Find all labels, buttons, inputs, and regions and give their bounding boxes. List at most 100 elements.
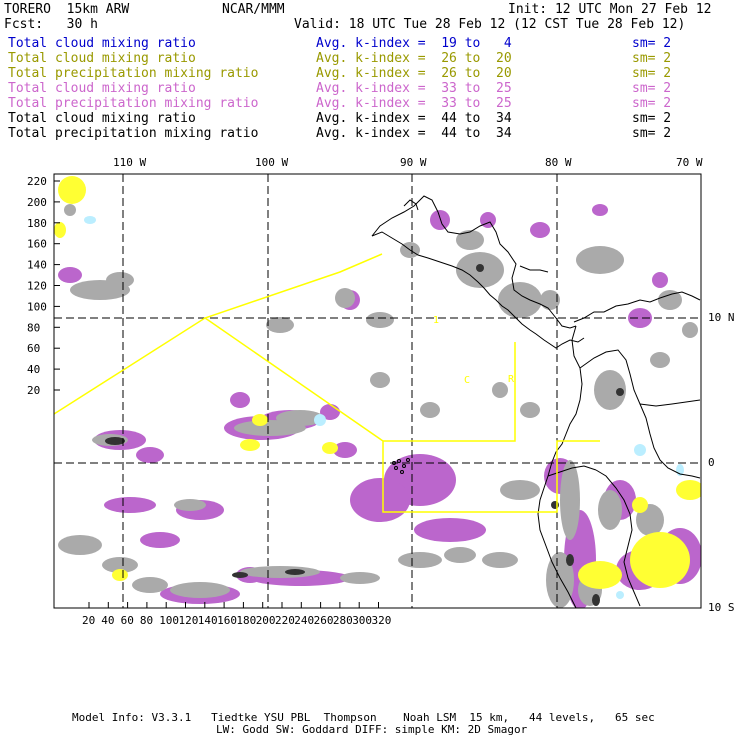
gray-cloud-patch — [64, 204, 76, 216]
yellow-cloud-patch — [58, 176, 86, 204]
gray-cloud-patch — [266, 317, 294, 333]
y-tick-label: 20 — [27, 384, 40, 397]
y-tick-label: 200 — [27, 196, 47, 209]
legend-field: Total precipitation mixing ratio — [8, 66, 259, 81]
purple-cloud-patch — [136, 447, 164, 463]
x-tick-label: 180 — [236, 614, 256, 627]
x-tick-label: 80 — [140, 614, 153, 627]
gray-cloud-patch — [498, 282, 542, 318]
yellow-cloud-patch — [240, 439, 260, 451]
gray-cloud-patch — [500, 480, 540, 500]
x-tick-label: 260 — [314, 614, 334, 627]
x-tick-label: 300 — [352, 614, 372, 627]
purple-cloud-patch — [230, 392, 250, 408]
x-tick-label: 120 — [179, 614, 199, 627]
lon-label: 70 W — [676, 156, 703, 169]
gray-cloud-patch — [576, 246, 624, 274]
legend-sm: sm= 2 — [632, 51, 672, 66]
yellow-cloud-patch — [578, 561, 622, 589]
purple-cloud-patch — [530, 222, 550, 238]
purple-cloud-patch — [480, 212, 496, 228]
cyan-cloud-patch — [634, 444, 646, 456]
graticule — [54, 174, 701, 608]
cyan-cloud-patch — [84, 216, 96, 224]
gray-cloud-patch — [370, 372, 390, 388]
gray-cloud-patch — [106, 272, 134, 288]
gray-cloud-patch — [540, 290, 560, 310]
legend-index: Avg. k-index = 26 to 20 — [316, 66, 512, 81]
gray-cloud-patch — [58, 535, 102, 555]
y-tick-label: 180 — [27, 217, 47, 230]
purple-cloud-patch — [430, 210, 450, 230]
init-time: Init: 12 UTC Mon 27 Feb 12 — [508, 2, 712, 17]
yellow-cloud-patch — [112, 569, 128, 581]
dark-cloud-patch — [285, 569, 305, 575]
gray-cloud-patch — [650, 352, 670, 368]
dark-cloud-patch — [616, 388, 624, 396]
dark-cloud-patch — [592, 594, 600, 606]
lon-label: 80 W — [545, 156, 572, 169]
gray-cloud-patch — [240, 566, 320, 578]
gray-cloud-patch — [482, 552, 518, 568]
legend-index: Avg. k-index = 26 to 20 — [316, 51, 512, 66]
yellow-cloud-patch — [630, 532, 690, 588]
gray-cloud-patch — [102, 557, 138, 573]
gray-cloud-patch — [594, 370, 626, 410]
gray-cloud-patch — [546, 552, 574, 608]
y-tick-label: 100 — [27, 300, 47, 313]
purple-cloud-patch — [104, 497, 156, 513]
yellow-cloud-patch — [676, 480, 701, 500]
legend-sm: sm= 2 — [632, 36, 672, 51]
svg-text:C: C — [464, 375, 470, 386]
gray-cloud-patch — [456, 230, 484, 250]
purple-cloud-patch — [140, 532, 180, 548]
legend-field: Total precipitation mixing ratio — [8, 96, 259, 111]
x-tick-label: 200 — [256, 614, 276, 627]
legend-field: Total cloud mixing ratio — [8, 36, 196, 51]
footer-line-2: LW: Godd SW: Goddard DIFF: simple KM: 2D… — [216, 723, 528, 736]
gray-cloud-patch — [492, 382, 508, 398]
footer-line-1: Model Info: V3.3.1 Tiedtke YSU PBL Thomp… — [72, 711, 655, 724]
x-tick-label: 140 — [198, 614, 218, 627]
purple-cloud-patch — [58, 267, 82, 283]
purple-cloud-patch — [628, 308, 652, 328]
legend-sm: sm= 2 — [632, 66, 672, 81]
gray-cloud-patch — [170, 582, 230, 598]
dark-cloud-patch — [105, 437, 125, 445]
gray-cloud-patch — [398, 552, 442, 568]
yellow-cloud-patch — [54, 222, 66, 238]
center-label: NCAR/MMM — [222, 2, 285, 17]
lon-label: 100 W — [255, 156, 288, 169]
legend-index: Avg. k-index = 44 to 34 — [316, 126, 512, 141]
gray-cloud-patch — [682, 322, 698, 338]
gray-cloud-patch — [560, 460, 580, 540]
gray-cloud-patch — [658, 290, 682, 310]
y-tick-label: 120 — [27, 280, 47, 293]
purple-cloud-patch — [350, 478, 410, 522]
lat-label: 10 S — [708, 601, 735, 614]
y-tick-label: 160 — [27, 238, 47, 251]
lon-label: 110 W — [113, 156, 146, 169]
x-tick-label: 20 — [82, 614, 95, 627]
gray-cloud-patch — [598, 490, 622, 530]
y-tick-label: 40 — [27, 363, 40, 376]
lat-label: 0 — [708, 456, 715, 469]
svg-text:R: R — [508, 374, 515, 385]
x-tick-label: 220 — [275, 614, 295, 627]
lat-label: 10 N — [708, 311, 735, 324]
x-tick-label: 280 — [333, 614, 353, 627]
legend-field: Total cloud mixing ratio — [8, 81, 196, 96]
y-tick-label: 140 — [27, 259, 47, 272]
purple-cloud-patch — [592, 204, 608, 216]
valid-time: Valid: 18 UTC Tue 28 Feb 12 (12 CST Tue … — [294, 17, 686, 32]
legend-index: Avg. k-index = 33 to 25 — [316, 81, 512, 96]
legend-sm: sm= 2 — [632, 126, 672, 141]
gray-cloud-patch — [132, 577, 168, 593]
plot-frame — [53, 173, 702, 609]
cyan-cloud-patch — [314, 414, 326, 426]
legend-sm: sm= 2 — [632, 81, 672, 96]
lon-label: 90 W — [400, 156, 427, 169]
legend-sm: sm= 2 — [632, 96, 672, 111]
